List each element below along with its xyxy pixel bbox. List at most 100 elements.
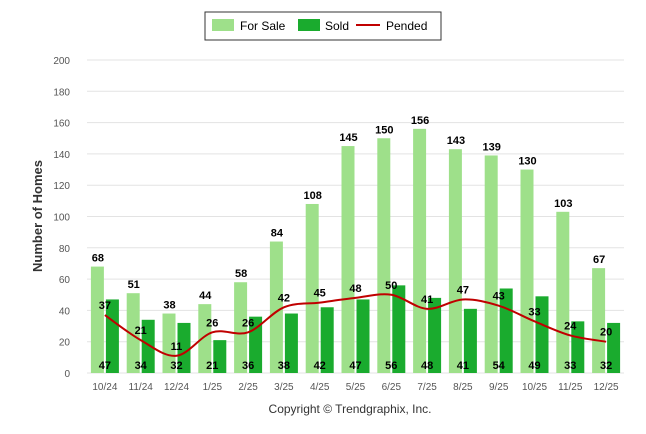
bar-for-sale (305, 203, 319, 373)
x-tick-label: 10/25 (522, 382, 547, 393)
y-tick-label: 180 (53, 87, 70, 98)
bar-for-sale (198, 304, 212, 373)
label-for-sale: 68 (92, 253, 104, 265)
label-for-sale: 58 (235, 268, 247, 280)
x-tick-label: 8/25 (453, 382, 473, 393)
label-pended: 26 (242, 317, 254, 329)
y-axis-label: Number of Homes (30, 160, 45, 272)
bar-sold (428, 297, 442, 373)
label-for-sale: 84 (271, 228, 284, 240)
bar-sold (607, 322, 621, 373)
y-tick-label: 100 (53, 213, 70, 224)
label-for-sale: 130 (518, 156, 536, 168)
label-pended: 47 (457, 284, 469, 296)
x-tick-label: 3/25 (274, 382, 294, 393)
label-pended: 45 (314, 288, 326, 300)
label-sold: 56 (385, 360, 397, 372)
label-pended: 20 (600, 327, 612, 339)
bar-for-sale (377, 138, 391, 373)
label-for-sale: 143 (447, 135, 465, 147)
label-pended: 21 (135, 325, 147, 337)
bars (90, 128, 621, 373)
y-tick-label: 200 (53, 56, 70, 67)
bar-sold (463, 308, 477, 373)
x-tick-label: 6/25 (382, 382, 402, 393)
y-tick-label: 40 (59, 306, 71, 317)
x-tick-label: 4/25 (310, 382, 330, 393)
label-pended: 42 (278, 292, 290, 304)
label-for-sale: 103 (554, 198, 572, 210)
y-tick-label: 20 (59, 338, 71, 349)
label-sold: 49 (528, 360, 540, 372)
bar-for-sale (126, 293, 140, 373)
label-sold: 38 (278, 360, 290, 372)
label-pended: 26 (206, 317, 218, 329)
pended-line-group (104, 293, 607, 357)
y-tick-label: 60 (59, 275, 71, 286)
bar-for-sale (592, 268, 606, 373)
bar-sold (320, 307, 334, 373)
x-tick-label: 10/24 (92, 382, 117, 393)
x-tick-label: 1/25 (203, 382, 223, 393)
x-tick-label: 5/25 (346, 382, 366, 393)
bar-for-sale (162, 313, 176, 373)
y-tick-label: 0 (64, 369, 70, 380)
x-tick-label: 2/25 (238, 382, 258, 393)
bar-sold (535, 296, 549, 373)
bar-sold (213, 340, 227, 373)
y-tick-label: 140 (53, 150, 70, 161)
x-tick-label: 11/24 (129, 382, 154, 393)
label-for-sale: 51 (128, 279, 140, 291)
bar-for-sale (448, 149, 462, 373)
y-axis-ticks: 0 20 40 60 80 100 120 140 160 180 200 (53, 56, 70, 380)
legend-label-sold: Sold (325, 19, 349, 33)
label-sold: 36 (242, 360, 254, 372)
bar-sold (571, 321, 585, 373)
x-axis-ticks: 10/24 11/24 12/24 1/25 2/25 3/25 4/25 5/25 6/25 7… (92, 382, 619, 393)
y-tick-label: 160 (53, 119, 70, 130)
label-for-sale: 67 (593, 254, 605, 266)
label-for-sale: 38 (163, 300, 175, 312)
x-tick-label: 9/25 (489, 382, 509, 393)
label-sold: 54 (493, 360, 506, 372)
label-pended: 50 (385, 280, 397, 292)
label-sold: 47 (349, 360, 361, 372)
label-sold: 41 (457, 360, 469, 372)
label-pended: 33 (528, 306, 540, 318)
label-sold: 34 (135, 360, 148, 372)
label-sold: 47 (99, 360, 111, 372)
bar-sold (141, 319, 155, 373)
bar-for-sale (484, 155, 498, 373)
bar-sold (177, 322, 191, 373)
legend: For Sale Sold Pended (204, 11, 442, 41)
pended-line (104, 293, 607, 357)
x-tick-label: 11/25 (558, 382, 583, 393)
label-pended: 43 (493, 291, 505, 303)
label-for-sale: 145 (339, 132, 357, 144)
label-sold: 48 (421, 360, 433, 372)
bar-for-sale (269, 241, 283, 373)
data-labels: 68 47 51 34 38 32 44 21 58 36 84 38 108 42 145 47 150 56 1… (92, 115, 612, 372)
bar-for-sale (234, 282, 248, 373)
label-pended: 48 (349, 283, 361, 295)
bar-sold (392, 285, 406, 373)
label-for-sale: 44 (199, 290, 212, 302)
bar-for-sale (520, 169, 534, 373)
legend-swatch-sold (298, 19, 320, 31)
label-pended: 37 (99, 300, 111, 312)
label-pended: 24 (564, 320, 577, 332)
label-for-sale: 139 (483, 141, 501, 153)
label-sold: 21 (206, 360, 218, 372)
label-sold: 32 (600, 360, 612, 372)
label-for-sale: 150 (375, 124, 393, 136)
bar-for-sale (90, 266, 104, 373)
x-tick-label: 7/25 (417, 382, 437, 393)
label-sold: 32 (170, 360, 182, 372)
bar-for-sale (341, 146, 355, 373)
x-tick-label: 12/24 (164, 382, 189, 393)
legend-box (204, 11, 442, 41)
gridlines (87, 59, 624, 374)
label-for-sale: 108 (304, 190, 322, 202)
label-sold: 42 (314, 360, 326, 372)
